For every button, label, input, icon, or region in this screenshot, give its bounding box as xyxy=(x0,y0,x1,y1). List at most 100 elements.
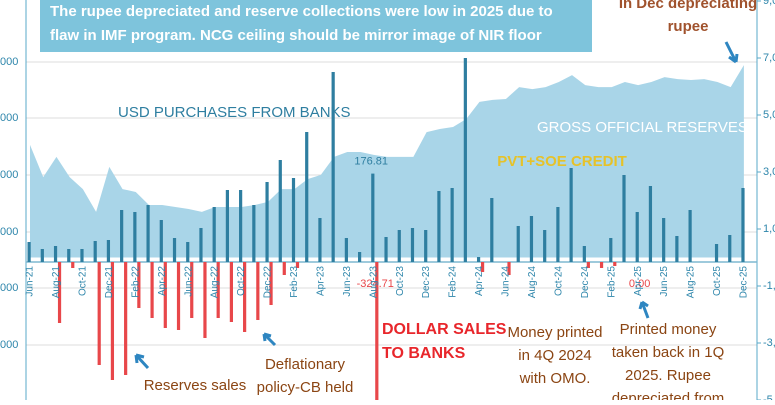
annotation: rupee xyxy=(668,18,709,35)
annotation: In Dec depreciating xyxy=(619,0,757,12)
arrow xyxy=(638,300,650,319)
bar xyxy=(93,241,97,262)
bar xyxy=(582,246,586,262)
annotation: Printed money xyxy=(620,321,717,338)
chart-title: flaw in IMF program. NCG ceiling should … xyxy=(50,27,542,44)
x-tick-label: Apr-25 xyxy=(633,266,644,296)
bar xyxy=(599,262,604,268)
bar xyxy=(384,237,388,262)
bar xyxy=(252,205,256,262)
x-tick-label: Apr-23 xyxy=(315,266,326,296)
y2-tick-label: 7,00 xyxy=(763,52,775,64)
series-label-line: DOLLAR SALES xyxy=(382,321,507,338)
arrow xyxy=(724,41,739,64)
y2-tick-label: 1,0 xyxy=(763,223,775,235)
x-tick-label: Aug-25 xyxy=(686,266,697,299)
chart-title: The rupee depreciated and reserve collec… xyxy=(50,3,553,20)
annotation: Money printed xyxy=(507,324,602,341)
bar xyxy=(635,212,639,262)
annotation: taken back in 1Q xyxy=(612,344,725,361)
bar xyxy=(163,262,167,328)
bar xyxy=(375,262,379,405)
bar xyxy=(133,212,137,262)
bar xyxy=(203,262,207,338)
bar xyxy=(239,190,243,262)
x-tick-label: Feb-25 xyxy=(606,266,617,298)
bar xyxy=(714,244,719,262)
bar xyxy=(728,235,732,262)
bar xyxy=(243,262,247,332)
bar xyxy=(97,262,101,365)
data-label: 0.00 xyxy=(629,278,650,290)
series-label-line: TO BANKS xyxy=(382,345,466,362)
bar xyxy=(199,228,203,262)
bar xyxy=(110,262,115,380)
bar xyxy=(146,205,150,262)
bar xyxy=(278,160,282,262)
bar xyxy=(609,238,613,262)
bar xyxy=(256,262,260,320)
bar xyxy=(265,182,269,262)
bar xyxy=(291,178,296,262)
bar xyxy=(688,210,692,262)
bar xyxy=(137,262,141,308)
bar xyxy=(410,228,415,262)
x-tick-label: Dec-24 xyxy=(580,266,591,299)
bar xyxy=(71,262,75,268)
series-label: DOLLAR SALES TO BANKS xyxy=(382,321,507,362)
annotation: Deflationary xyxy=(265,356,346,373)
y-tick-label: 000 xyxy=(0,56,18,68)
bar xyxy=(397,230,401,262)
y-tick-label: 000 xyxy=(0,169,18,181)
x-tick-label: Jun-21 xyxy=(25,266,36,297)
bar xyxy=(675,236,679,262)
x-tick-label: Jun-23 xyxy=(342,266,353,297)
bar xyxy=(120,210,124,262)
y-tick-label: 000 xyxy=(0,226,18,238)
series-label: GROSS OFFICIAL RESERVES xyxy=(537,119,748,136)
annotation: 2025. Rupee xyxy=(625,367,711,384)
data-label: 176.81 xyxy=(354,156,388,168)
bar xyxy=(480,262,485,272)
annotation: in 4Q 2024 xyxy=(518,347,591,364)
bar xyxy=(229,262,233,322)
x-tick-label: Dec-25 xyxy=(739,266,750,299)
bar xyxy=(124,262,128,375)
series-label: USD PURCHASES FROM BANKS xyxy=(118,104,351,121)
annotation: with OMO. xyxy=(519,370,591,387)
bar xyxy=(331,72,335,262)
x-tick-label: Dec-21 xyxy=(104,266,115,299)
bar xyxy=(67,249,71,262)
arrow xyxy=(262,332,277,347)
bar xyxy=(344,238,348,262)
bar xyxy=(172,238,177,262)
bar xyxy=(190,262,194,318)
bar xyxy=(463,58,467,262)
bar xyxy=(622,175,626,262)
x-tick-label: Oct-25 xyxy=(712,266,723,296)
bar xyxy=(216,262,220,318)
bar xyxy=(282,262,286,275)
bar xyxy=(318,218,322,262)
y2-tick-label: -1, xyxy=(763,280,775,292)
bar xyxy=(269,262,273,305)
bar xyxy=(186,242,190,262)
bar xyxy=(305,132,309,262)
x-tick-label: Feb-23 xyxy=(289,266,300,298)
x-tick-label: Dec-22 xyxy=(263,266,274,299)
y-tick-label: 000 xyxy=(0,339,18,351)
x-tick-label: Aug-24 xyxy=(527,266,538,299)
bar xyxy=(212,207,216,262)
bar xyxy=(225,190,229,262)
x-tick-label: Aug-23 xyxy=(368,266,379,299)
bar xyxy=(741,188,745,262)
annotation: PVT+SOE CREDIT xyxy=(497,153,627,170)
bar xyxy=(490,198,494,262)
bar xyxy=(159,220,163,262)
bar xyxy=(176,262,181,330)
y2-tick-label: 9,0 xyxy=(763,0,775,7)
bar xyxy=(543,230,547,262)
bar xyxy=(662,218,666,262)
